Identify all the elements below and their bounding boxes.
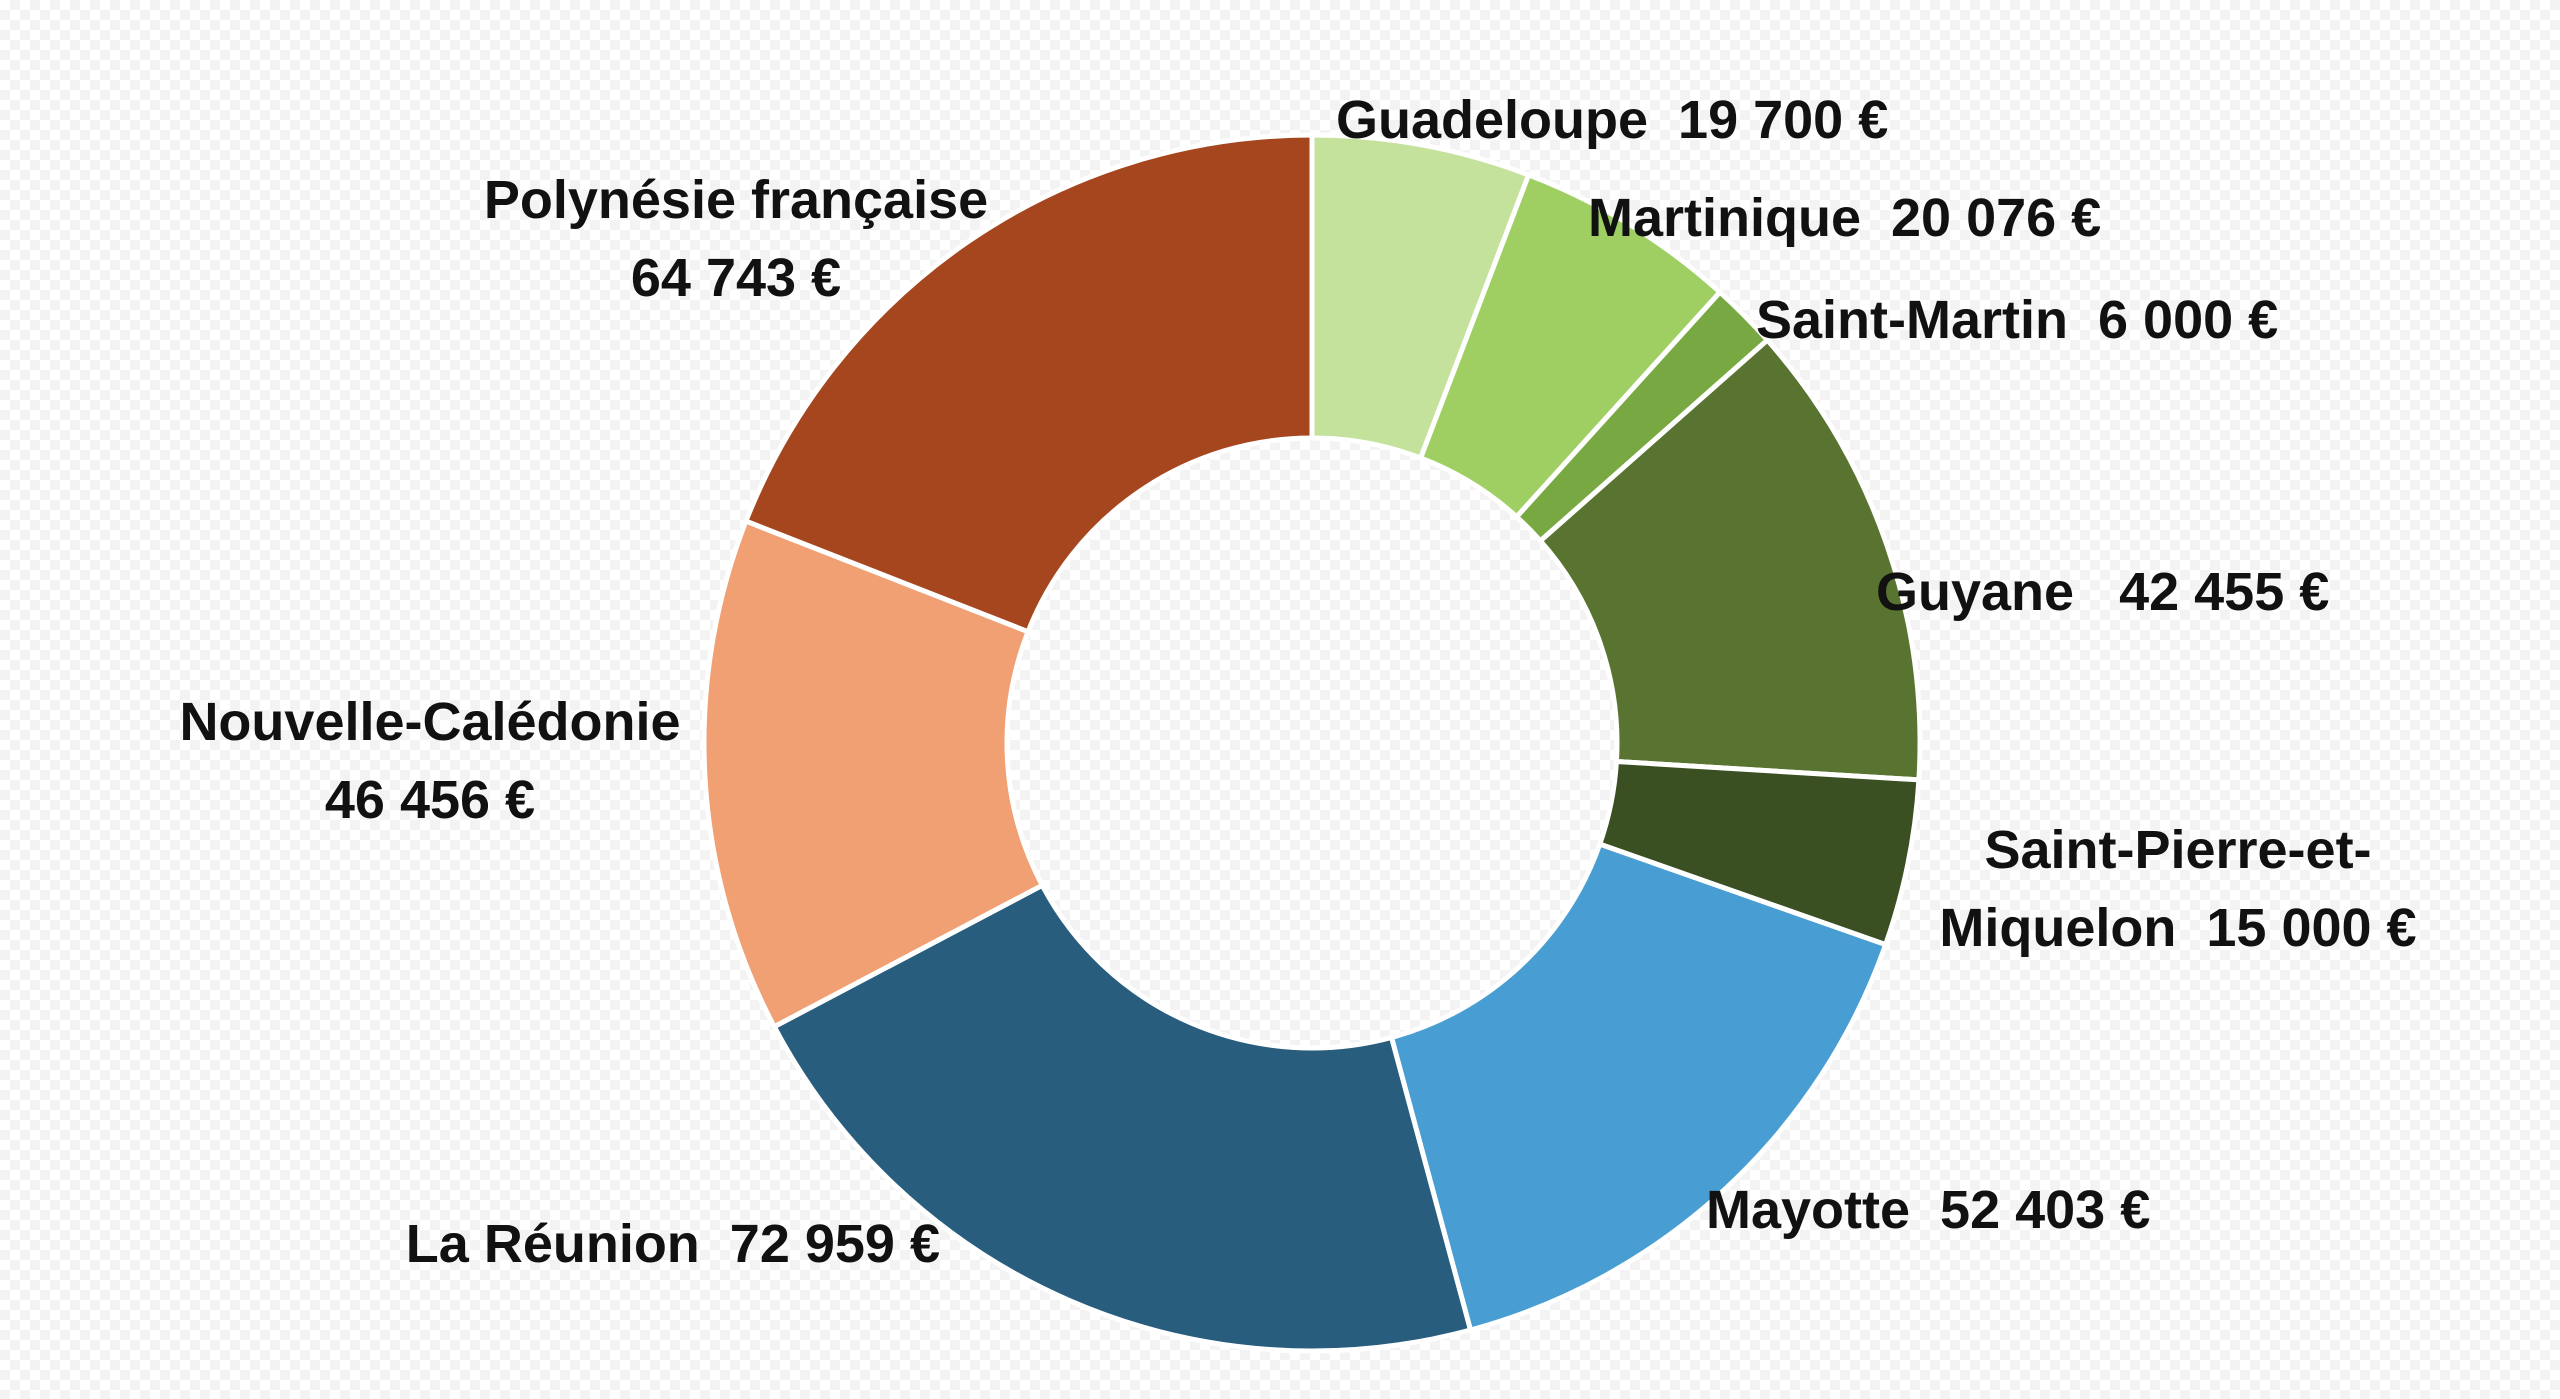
data-label-guyane: Guyane 42 455 € (1876, 562, 2329, 622)
data-label-nouvelle-caledonie: Nouvelle-Calédonie 46 456 € (179, 692, 680, 830)
slice-polynesie-francaise (743, 132, 1315, 635)
slice-guyane (1537, 337, 1923, 783)
data-label-line: Miquelon 15 000 € (1939, 898, 2416, 958)
data-label-line: Nouvelle-Calédonie (179, 692, 680, 752)
data-label-la-reunion: La Réunion 72 959 € (406, 1214, 940, 1274)
data-label-line: Polynésie française (484, 170, 988, 230)
data-label-line: 46 456 € (325, 770, 535, 830)
slice-nouvelle-caledonie (701, 518, 1045, 1030)
slice-mayotte (1389, 841, 1889, 1333)
data-label-mayotte: Mayotte 52 403 € (1706, 1180, 2150, 1240)
data-label-saint-martin: Saint-Martin 6 000 € (1756, 290, 2278, 350)
data-labels: Guadeloupe 19 700 € Martinique 20 076 € Sa… (179, 90, 2416, 1274)
data-label-guadeloupe: Guadeloupe 19 700 € (1336, 90, 1888, 150)
data-label-martinique: Martinique 20 076 € (1588, 188, 2101, 248)
data-label-saint-pierre-et-miquelon: Saint-Pierre-et- Miquelon 15 000 € (1939, 820, 2416, 958)
donut-slices (701, 132, 1923, 1354)
data-label-line: Saint-Pierre-et- (1984, 820, 2371, 880)
slice-la-reunion (771, 882, 1473, 1354)
data-label-polynesie-francaise: Polynésie française 64 743 € (484, 170, 988, 308)
data-label-line: 64 743 € (631, 248, 841, 308)
